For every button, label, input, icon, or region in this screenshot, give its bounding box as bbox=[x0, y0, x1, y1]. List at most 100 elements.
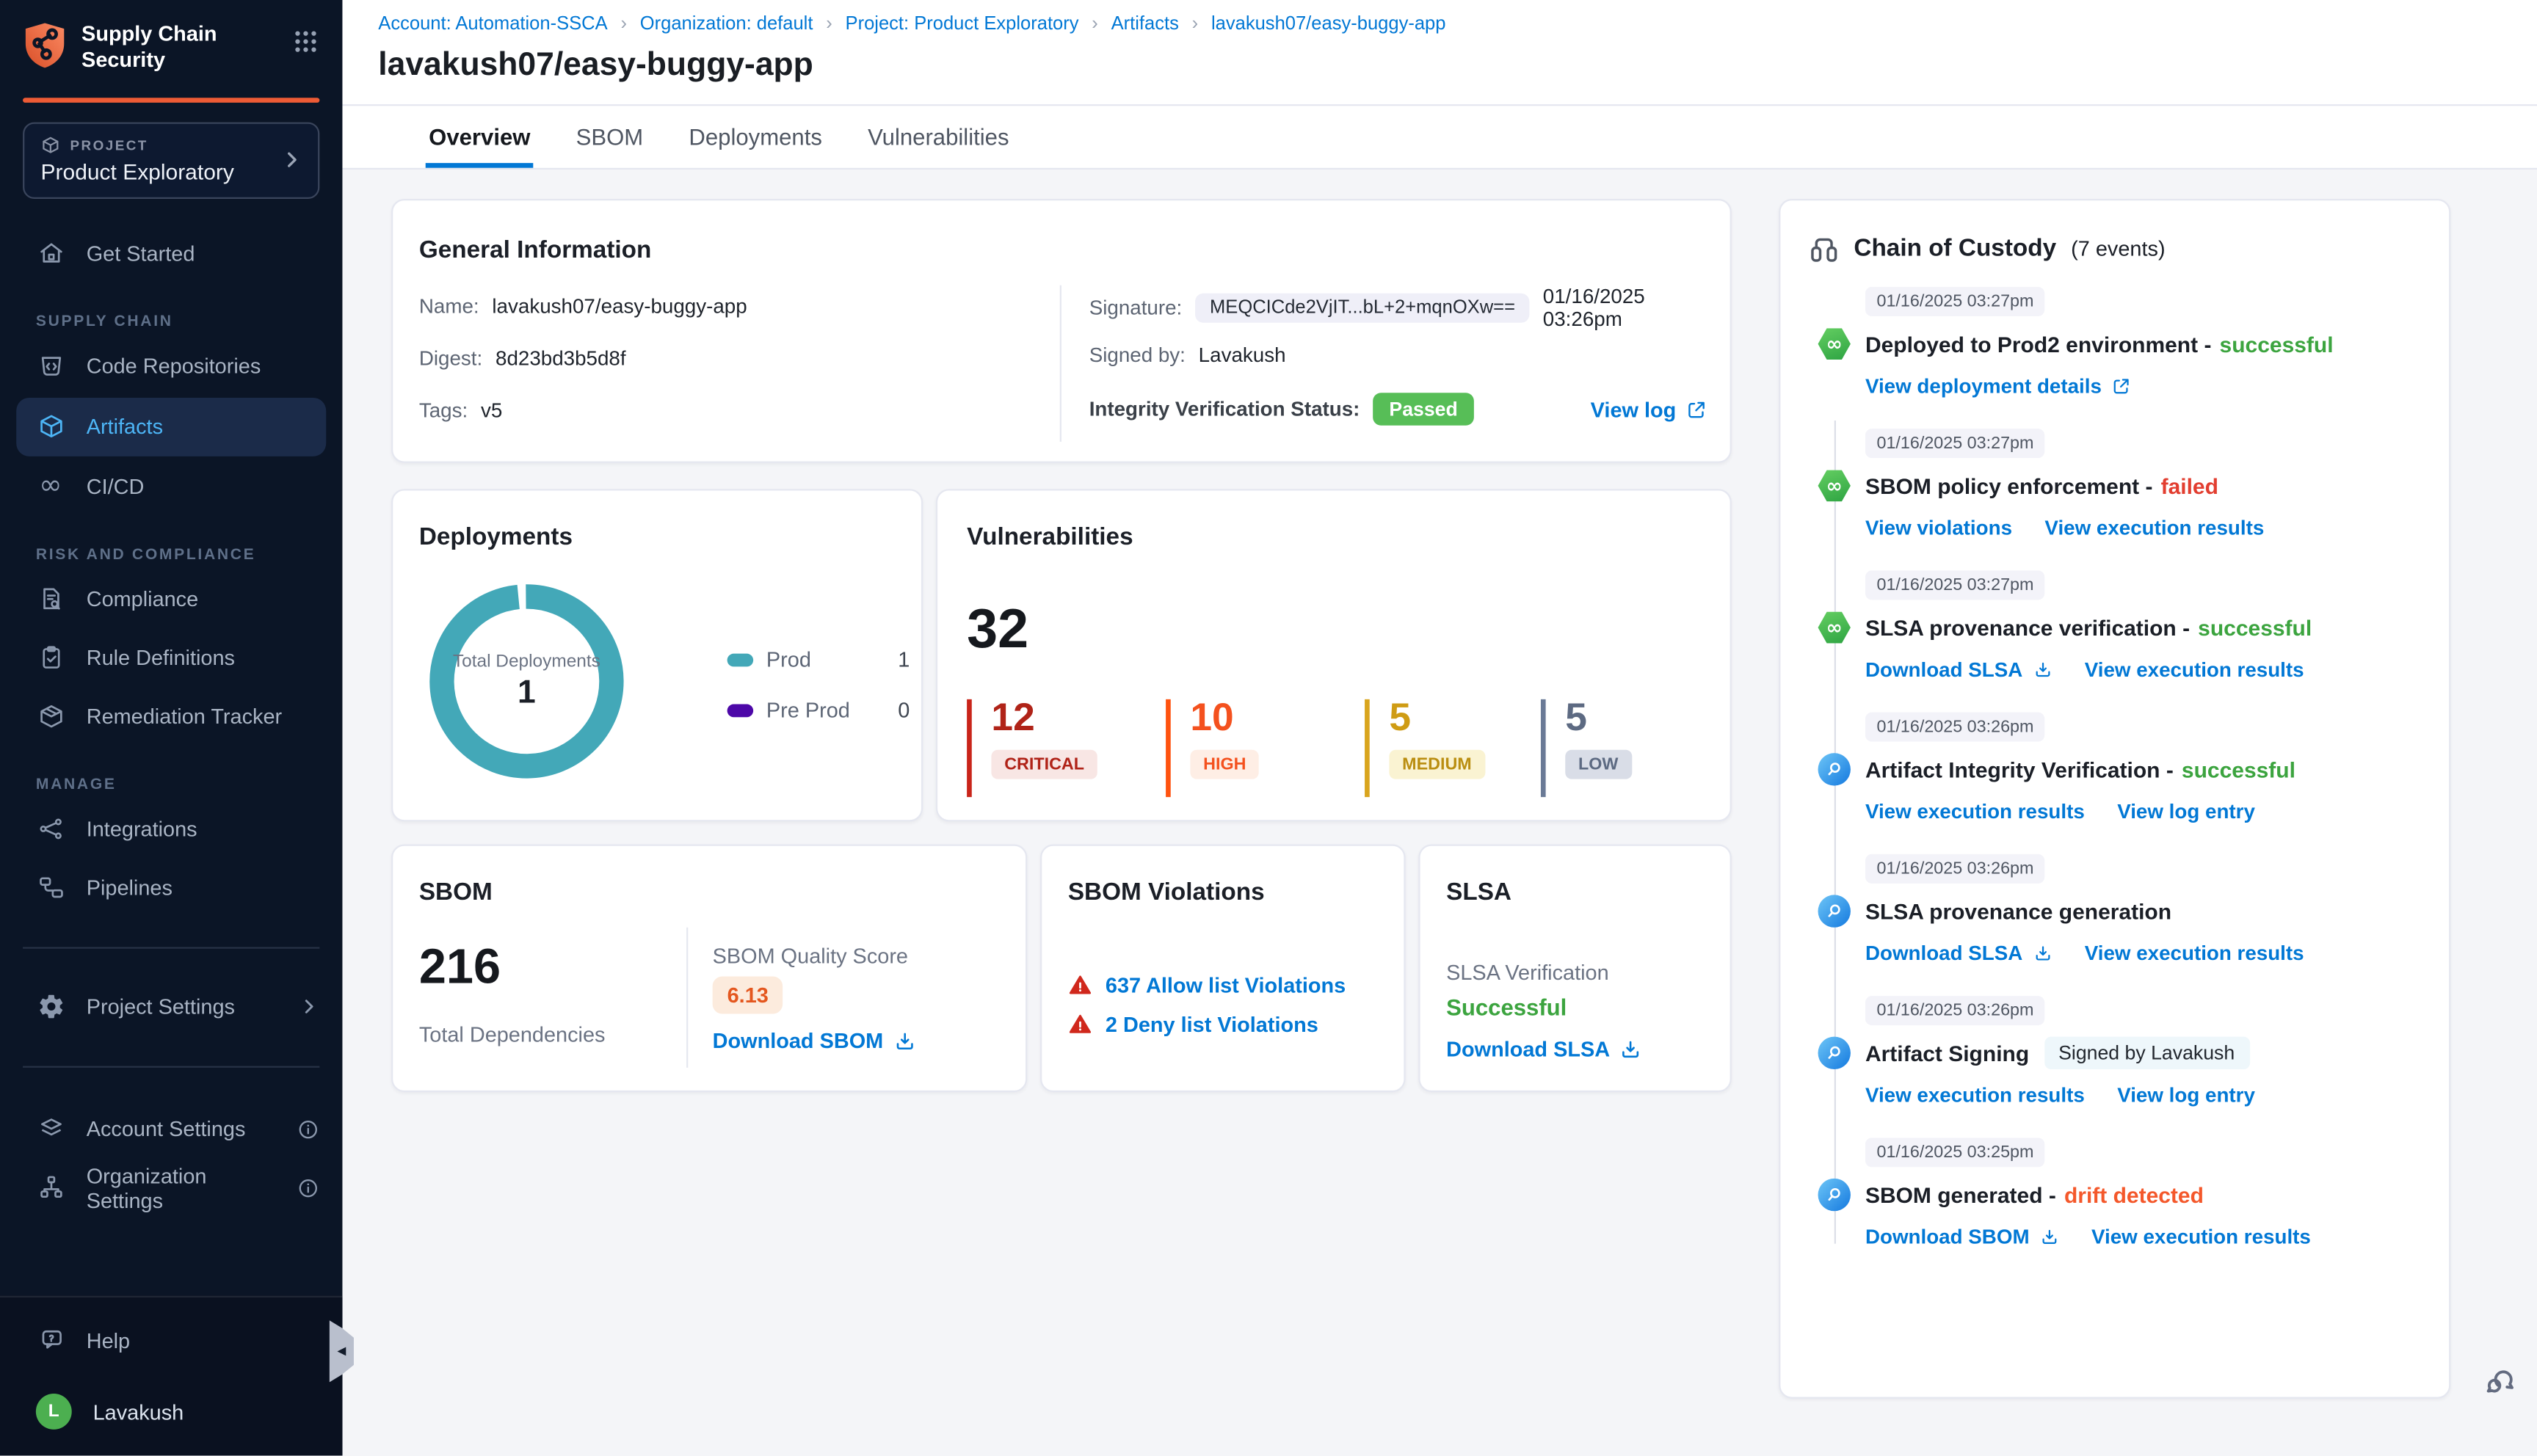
sidebar-nav: Get Started SUPPLY CHAIN Code Repositori… bbox=[0, 224, 342, 1217]
timeline-event-sbom-generated: 01/16/2025 03:25pm SBOM generated - drif… bbox=[1818, 1136, 2433, 1249]
breadcrumb-artifacts[interactable]: Artifacts bbox=[1079, 15, 1179, 34]
sidebar-item-label: Help bbox=[86, 1328, 131, 1353]
integrity-status-row: Integrity Verification Status: Passed Vi… bbox=[1089, 393, 1707, 426]
view-execution-results-link[interactable]: View execution results bbox=[1865, 800, 2085, 823]
view-log-link[interactable]: View log bbox=[1591, 397, 1707, 421]
severity-count: 5 bbox=[1389, 696, 1412, 740]
event-timestamp: 01/16/2025 03:25pm bbox=[1865, 1138, 2046, 1168]
download-sbom-link[interactable]: Download SBOM bbox=[1865, 1226, 2059, 1248]
sidebar: Supply Chain Security PROJECT Product bbox=[0, 0, 343, 1456]
tab-sbom[interactable]: SBOM bbox=[576, 123, 644, 150]
link-label: Download SLSA bbox=[1865, 942, 2023, 965]
digest-label: Digest: bbox=[418, 347, 483, 371]
module-grid-icon[interactable] bbox=[292, 28, 320, 56]
event-title: Deployed to Prod2 environment - bbox=[1865, 331, 2212, 357]
signed-by-badge: Signed by Lavakush bbox=[2044, 1036, 2250, 1070]
sidebar-item-organization-settings[interactable]: Organization Settings bbox=[0, 1158, 342, 1217]
chain-of-custody-header: Chain of Custody (7 events) bbox=[1808, 233, 2166, 264]
external-link-icon bbox=[2113, 379, 2129, 394]
severity-badge: CRITICAL bbox=[991, 749, 1097, 779]
artifact-cube-icon bbox=[36, 412, 65, 441]
sidebar-footer: Help L Lavakush bbox=[0, 1295, 343, 1456]
project-cube-icon bbox=[41, 134, 61, 154]
sidebar-item-label: Pipelines bbox=[86, 875, 173, 900]
signed-by-row: Signed by: Lavakush bbox=[1089, 344, 1707, 367]
app-title: Supply Chain Security bbox=[81, 21, 217, 73]
deployments-donut-chart: Total Deployments 1 bbox=[427, 582, 626, 781]
tab-deployments[interactable]: Deployments bbox=[689, 123, 822, 150]
artifact-tags-row: Tags: v5 bbox=[419, 399, 502, 422]
sidebar-item-label: Integrations bbox=[86, 816, 197, 842]
sidebar-item-code-repositories[interactable]: Code Repositories bbox=[0, 337, 342, 396]
view-log-entry-link[interactable]: View log entry bbox=[2117, 800, 2255, 823]
event-status: successful bbox=[2181, 757, 2295, 782]
tab-overview[interactable]: Overview bbox=[426, 106, 534, 167]
breadcrumb-current-artifact[interactable]: lavakush07/easy-buggy-app bbox=[1179, 15, 1446, 34]
pipeline-nodes-icon bbox=[36, 873, 65, 902]
sidebar-item-rule-definitions[interactable]: Rule Definitions bbox=[0, 628, 342, 687]
breadcrumb-organization[interactable]: Organization: default bbox=[608, 15, 813, 34]
sidebar-item-pipelines[interactable]: Pipelines bbox=[0, 858, 342, 917]
warning-triangle-icon bbox=[1069, 975, 1092, 994]
sidebar-item-help[interactable]: Help bbox=[0, 1311, 342, 1369]
document-search-icon bbox=[36, 584, 65, 614]
sidebar-item-artifacts[interactable]: Artifacts bbox=[16, 396, 327, 456]
download-slsa-link[interactable]: Download SLSA bbox=[1446, 1037, 1642, 1061]
view-execution-results-link[interactable]: View execution results bbox=[2044, 517, 2265, 540]
view-log-entry-link[interactable]: View log entry bbox=[2117, 1084, 2255, 1107]
signature-label: Signature: bbox=[1089, 296, 1183, 320]
page-header: Account: Automation-SSCA Organization: d… bbox=[342, 0, 2537, 106]
sidebar-item-compliance[interactable]: Compliance bbox=[0, 569, 342, 628]
timeline-event-artifact-integrity: 01/16/2025 03:26pm Artifact Integrity Ve… bbox=[1818, 710, 2433, 823]
view-execution-results-link[interactable]: View execution results bbox=[2084, 658, 2304, 682]
sidebar-item-label: Compliance bbox=[86, 586, 199, 611]
view-execution-results-link[interactable]: View execution results bbox=[1865, 1084, 2085, 1107]
legend-label: Pre Prod bbox=[766, 697, 850, 722]
integrity-status-badge: Passed bbox=[1373, 393, 1474, 426]
sidebar-item-project-settings[interactable]: Project Settings bbox=[0, 978, 342, 1036]
remediation-box-icon bbox=[36, 702, 65, 731]
pre-prod-legend-swatch bbox=[727, 703, 754, 717]
tags-value: v5 bbox=[480, 399, 503, 423]
download-slsa-label: Download SLSA bbox=[1446, 1036, 1611, 1061]
download-slsa-link[interactable]: Download SLSA bbox=[1865, 658, 2052, 681]
link-label: View deployment details bbox=[1865, 374, 2102, 398]
sidebar-item-integrations[interactable]: Integrations bbox=[0, 799, 342, 858]
download-sbom-link[interactable]: Download SBOM bbox=[713, 1029, 916, 1053]
view-execution-results-link[interactable]: View execution results bbox=[2091, 1226, 2311, 1249]
card-title: General Information bbox=[418, 236, 652, 264]
signature-value[interactable]: MEQCICde2VjIT...bL+2+mqnOXw== bbox=[1195, 293, 1531, 323]
sidebar-item-remediation-tracker[interactable]: Remediation Tracker bbox=[0, 687, 342, 746]
sidebar-item-account-settings[interactable]: Account Settings bbox=[0, 1099, 342, 1158]
project-selector[interactable]: PROJECT Product Exploratory bbox=[23, 121, 320, 198]
sidebar-item-label: Remediation Tracker bbox=[86, 704, 283, 729]
breadcrumb-account[interactable]: Account: Automation-SSCA bbox=[378, 14, 608, 34]
slsa-verification-status: Successful bbox=[1446, 994, 1567, 1021]
breadcrumb-project[interactable]: Project: Product Exploratory bbox=[813, 15, 1079, 34]
timeline-event-artifact-signing: 01/16/2025 03:26pm Artifact Signing Sign… bbox=[1818, 994, 2433, 1107]
signed-by-value: Lavakush bbox=[1198, 343, 1286, 367]
view-execution-results-link[interactable]: View execution results bbox=[2084, 942, 2304, 965]
view-violations-link[interactable]: View violations bbox=[1865, 517, 2013, 540]
severity-badge: HIGH bbox=[1190, 749, 1260, 779]
project-name: Product Exploratory bbox=[40, 159, 234, 183]
severity-count: 12 bbox=[991, 696, 1035, 740]
legend-item-prod: Prod 1 bbox=[727, 647, 910, 671]
view-deployment-details-link[interactable]: View deployment details bbox=[1865, 375, 2131, 398]
tab-vulnerabilities[interactable]: Vulnerabilities bbox=[868, 123, 1009, 150]
link-label: Download SLSA bbox=[1865, 658, 2023, 682]
info-icon bbox=[297, 1118, 319, 1140]
deny-list-violations-link[interactable]: 2 Deny list Violations bbox=[1105, 1012, 1318, 1037]
tab-bar: Overview SBOM Deployments Vulnerabilitie… bbox=[342, 106, 2537, 170]
severity-low: 5 LOW bbox=[1540, 699, 1632, 798]
sidebar-user-menu[interactable]: L Lavakush bbox=[0, 1382, 342, 1441]
sidebar-collapse-handle[interactable]: ◀ bbox=[329, 1320, 354, 1383]
chain-of-custody-card: Chain of Custody (7 events) 01/16/2025 0… bbox=[1779, 198, 2451, 1399]
sidebar-item-cicd[interactable]: ∞ CI/CD bbox=[0, 457, 342, 516]
allow-list-violations-link[interactable]: 637 Allow list Violations bbox=[1105, 972, 1346, 998]
chat-support-icon[interactable] bbox=[2482, 1363, 2519, 1400]
download-slsa-link[interactable]: Download SLSA bbox=[1865, 942, 2052, 965]
sidebar-item-get-started[interactable]: Get Started bbox=[0, 224, 342, 283]
scan-circle-icon bbox=[1818, 1036, 1851, 1070]
